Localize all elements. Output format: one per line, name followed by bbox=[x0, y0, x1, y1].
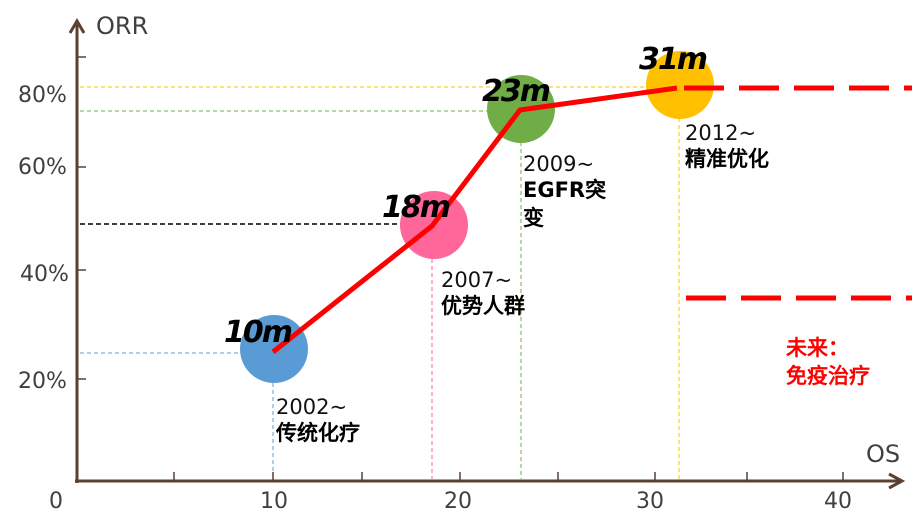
future-annotation: 未来： 免疫治疗 bbox=[786, 334, 870, 390]
era-label-2002: 2002~ 传统化疗 bbox=[276, 395, 360, 447]
future-line2: 免疫治疗 bbox=[786, 364, 870, 388]
y-axis-arrow-icon bbox=[68, 18, 86, 34]
bubble-label-10m: 10m bbox=[224, 315, 293, 350]
y-tick-label-60: 60% bbox=[18, 155, 67, 180]
y-tick-label-80: 80% bbox=[18, 83, 67, 108]
era-year: 2002~ bbox=[276, 395, 348, 419]
y-axis-title: ORR bbox=[96, 12, 149, 40]
bubble-31m bbox=[646, 51, 714, 119]
era-desc: 优势人群 bbox=[441, 294, 525, 318]
bubble-label-23m: 23m bbox=[482, 74, 551, 109]
era-label-2009: 2009~ EGFR突 变 bbox=[523, 152, 606, 232]
x-axis-arrow-icon bbox=[888, 472, 906, 490]
y-tick-label-20: 20% bbox=[18, 369, 67, 394]
era-year: 2007~ bbox=[441, 268, 513, 292]
era-label-2007: 2007~ 优势人群 bbox=[441, 268, 525, 320]
future-line1: 未来： bbox=[786, 336, 849, 360]
trend-line bbox=[271, 85, 678, 354]
era-year: 2009~ bbox=[523, 152, 595, 176]
x-tick-label-30: 30 bbox=[636, 489, 664, 514]
era-label-2012: 2012~ 精准优化 bbox=[685, 121, 769, 173]
y-tick-label-40: 40% bbox=[20, 262, 69, 287]
x-tick-label-10: 10 bbox=[260, 489, 288, 514]
era-desc-line1: EGFR突 bbox=[523, 178, 607, 202]
era-desc: 传统化疗 bbox=[276, 421, 360, 445]
era-year: 2012~ bbox=[685, 121, 757, 145]
x-tick-label-40: 40 bbox=[824, 489, 852, 514]
bubble-label-18m: 18m bbox=[382, 190, 451, 225]
bubble-label-31m: 31m bbox=[639, 42, 708, 77]
x-tick-label-0: 0 bbox=[49, 489, 63, 514]
era-desc: 精准优化 bbox=[685, 147, 769, 171]
era-desc-line2: 变 bbox=[523, 206, 544, 230]
x-tick-label-20: 20 bbox=[444, 489, 472, 514]
x-axis-title: OS bbox=[866, 440, 901, 468]
